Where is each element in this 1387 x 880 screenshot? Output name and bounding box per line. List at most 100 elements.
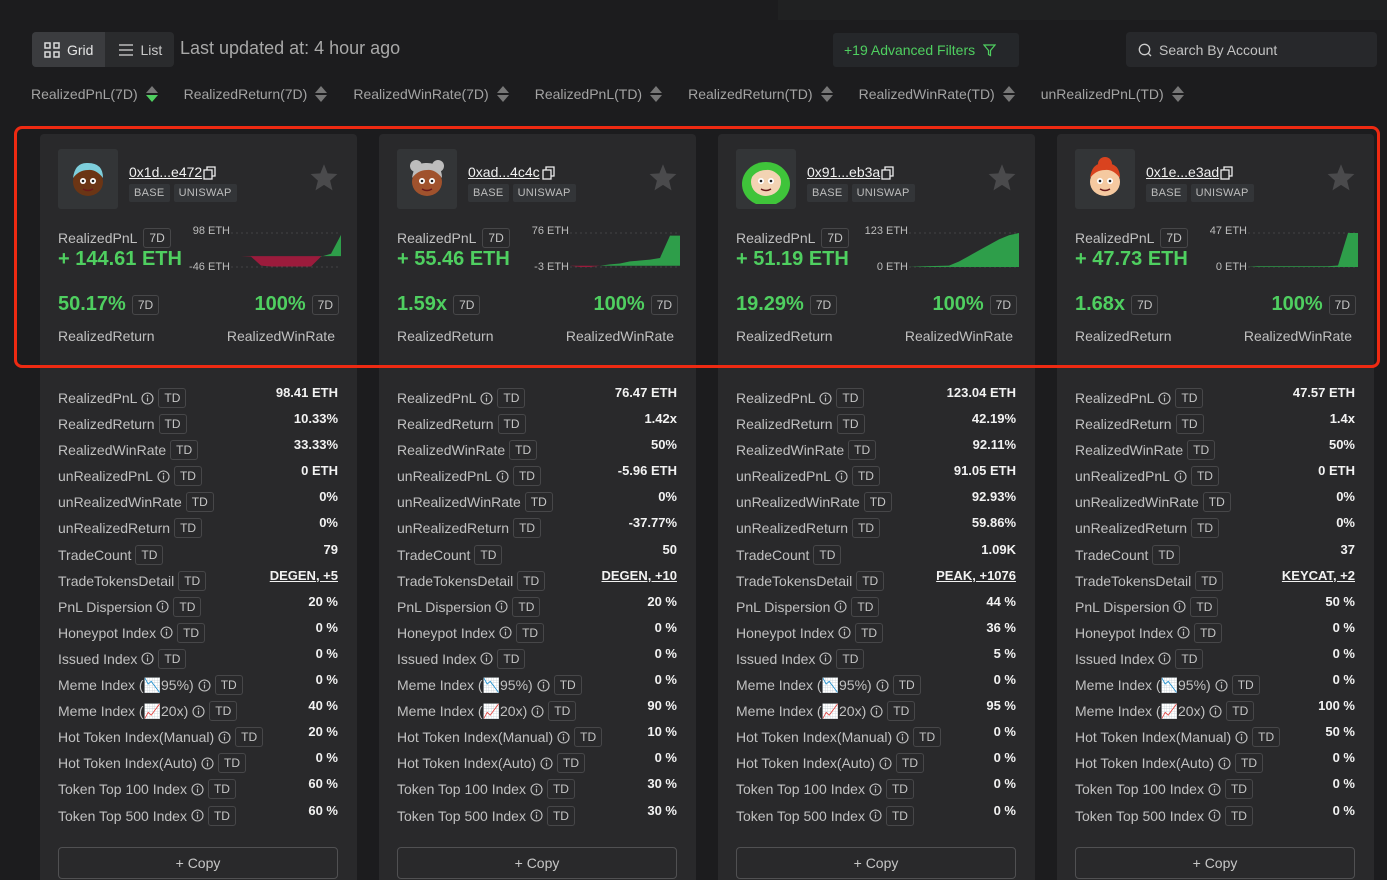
copy-address-icon[interactable] — [1220, 166, 1233, 185]
search-icon — [1138, 43, 1152, 56]
sparkline-segment — [1248, 266, 1258, 267]
star-icon[interactable] — [1326, 163, 1356, 196]
sort-column[interactable]: unRealizedPnL(TD) — [1041, 86, 1184, 102]
info-icon[interactable] — [1235, 731, 1248, 744]
info-icon[interactable] — [496, 470, 509, 483]
metric-row: Hot Token Index(Auto) TD 0 % — [397, 750, 677, 779]
sort-arrows-icon[interactable] — [145, 86, 158, 102]
info-icon[interactable] — [218, 731, 231, 744]
star-icon[interactable] — [309, 163, 339, 196]
sort-arrows-icon[interactable] — [1171, 86, 1184, 102]
sort-arrows-icon[interactable] — [1002, 86, 1015, 102]
info-icon[interactable] — [499, 626, 512, 639]
timeframe-badge: TD — [158, 414, 187, 435]
info-icon[interactable] — [896, 731, 909, 744]
info-icon[interactable] — [1158, 652, 1171, 665]
star-icon[interactable] — [987, 163, 1017, 196]
info-icon[interactable] — [480, 391, 493, 405]
search-input[interactable] — [1159, 41, 1359, 58]
sparkline-segment — [311, 256, 321, 267]
info-icon[interactable] — [495, 600, 508, 613]
info-icon[interactable] — [530, 783, 543, 796]
info-icon[interactable] — [1208, 783, 1221, 796]
info-icon[interactable] — [1209, 705, 1222, 718]
info-icon[interactable] — [530, 809, 543, 822]
info-icon[interactable] — [870, 705, 883, 718]
metric-value: 30 % — [647, 776, 677, 792]
sort-column[interactable]: RealizedWinRate(7D) — [353, 86, 509, 102]
info-icon[interactable] — [540, 757, 553, 770]
avatar[interactable] — [1075, 149, 1135, 209]
sort-arrows-icon[interactable] — [650, 86, 663, 102]
info-icon[interactable] — [819, 652, 832, 665]
info-icon[interactable] — [876, 678, 889, 692]
info-icon[interactable] — [1218, 757, 1231, 770]
sort-arrows-icon[interactable] — [315, 86, 328, 102]
info-icon[interactable] — [1174, 470, 1187, 483]
view-grid-button[interactable]: Grid — [32, 32, 106, 67]
info-icon[interactable] — [141, 391, 154, 405]
trade-tokens-link[interactable]: PEAK, +1076 — [936, 567, 1016, 583]
info-icon[interactable] — [141, 652, 154, 665]
info-icon[interactable] — [869, 783, 882, 796]
metric-label-group: unRealizedPnL TD — [736, 466, 880, 487]
sort-column[interactable]: RealizedPnL(TD) — [535, 86, 663, 102]
sort-arrows-icon[interactable] — [496, 86, 509, 102]
info-icon[interactable] — [879, 757, 892, 770]
info-icon[interactable] — [1158, 391, 1171, 405]
star-icon[interactable] — [648, 163, 678, 196]
info-icon[interactable] — [1208, 809, 1221, 822]
sort-column[interactable]: RealizedReturn(TD) — [688, 86, 833, 102]
info-icon[interactable] — [191, 809, 204, 822]
info-icon[interactable] — [191, 783, 204, 796]
wallet-address-link[interactable]: 0x91...eb3a — [807, 164, 881, 180]
avatar[interactable] — [736, 149, 796, 209]
sort-column[interactable]: RealizedReturn(7D) — [184, 86, 328, 102]
sort-column[interactable]: RealizedPnL(7D) — [31, 86, 158, 102]
copy-address-icon[interactable] — [203, 166, 216, 185]
metric-row: RealizedWinRate TD 92.11% — [736, 437, 1016, 466]
info-icon[interactable] — [480, 652, 493, 665]
info-icon[interactable] — [869, 809, 882, 822]
wallet-address-link[interactable]: 0x1d...e472 — [129, 164, 203, 180]
info-icon[interactable] — [156, 600, 169, 613]
advanced-filters-button[interactable]: +19 Advanced Filters — [833, 33, 1019, 67]
info-icon[interactable] — [1177, 626, 1190, 639]
metrics-list: RealizedPnL TD 123.04 ETH RealizedReturn… — [736, 385, 1016, 832]
timeframe-badge: TD — [863, 492, 892, 513]
trade-tokens-link[interactable]: DEGEN, +10 — [601, 567, 677, 583]
trade-tokens-link[interactable]: DEGEN, +5 — [269, 567, 338, 583]
info-icon[interactable] — [557, 731, 570, 744]
copy-trader-button[interactable]: + Copy — [1075, 847, 1355, 879]
metric-value: 10 % — [647, 724, 677, 740]
info-icon[interactable] — [201, 757, 214, 770]
info-icon[interactable] — [157, 470, 170, 483]
copy-trader-button[interactable]: + Copy — [58, 847, 338, 879]
avatar[interactable] — [58, 149, 118, 209]
sparkline-svg — [570, 232, 680, 268]
copy-trader-button[interactable]: + Copy — [397, 847, 677, 879]
metric-label-group: unRealizedReturn TD — [736, 518, 881, 539]
timeframe-badge: TD — [207, 805, 236, 826]
info-icon[interactable] — [1173, 600, 1186, 613]
info-icon[interactable] — [834, 600, 847, 613]
info-icon[interactable] — [198, 678, 211, 692]
info-icon[interactable] — [531, 705, 544, 718]
info-icon[interactable] — [1215, 678, 1228, 692]
info-icon[interactable] — [192, 705, 205, 718]
info-icon[interactable] — [537, 678, 550, 692]
wallet-address-link[interactable]: 0xad...4c4c — [468, 164, 540, 180]
info-icon[interactable] — [835, 470, 848, 483]
avatar[interactable] — [397, 149, 457, 209]
info-icon[interactable] — [838, 626, 851, 639]
sort-arrows-icon[interactable] — [820, 86, 833, 102]
copy-trader-button[interactable]: + Copy — [736, 847, 1016, 879]
view-list-button[interactable]: List — [105, 32, 174, 67]
sort-column[interactable]: RealizedWinRate(TD) — [859, 86, 1015, 102]
copy-address-icon[interactable] — [542, 166, 555, 185]
trade-tokens-link[interactable]: KEYCAT, +2 — [1281, 567, 1355, 583]
info-icon[interactable] — [819, 391, 832, 405]
info-icon[interactable] — [160, 626, 173, 639]
copy-address-icon[interactable] — [881, 166, 894, 185]
wallet-address-link[interactable]: 0x1e...e3ad — [1146, 164, 1220, 180]
